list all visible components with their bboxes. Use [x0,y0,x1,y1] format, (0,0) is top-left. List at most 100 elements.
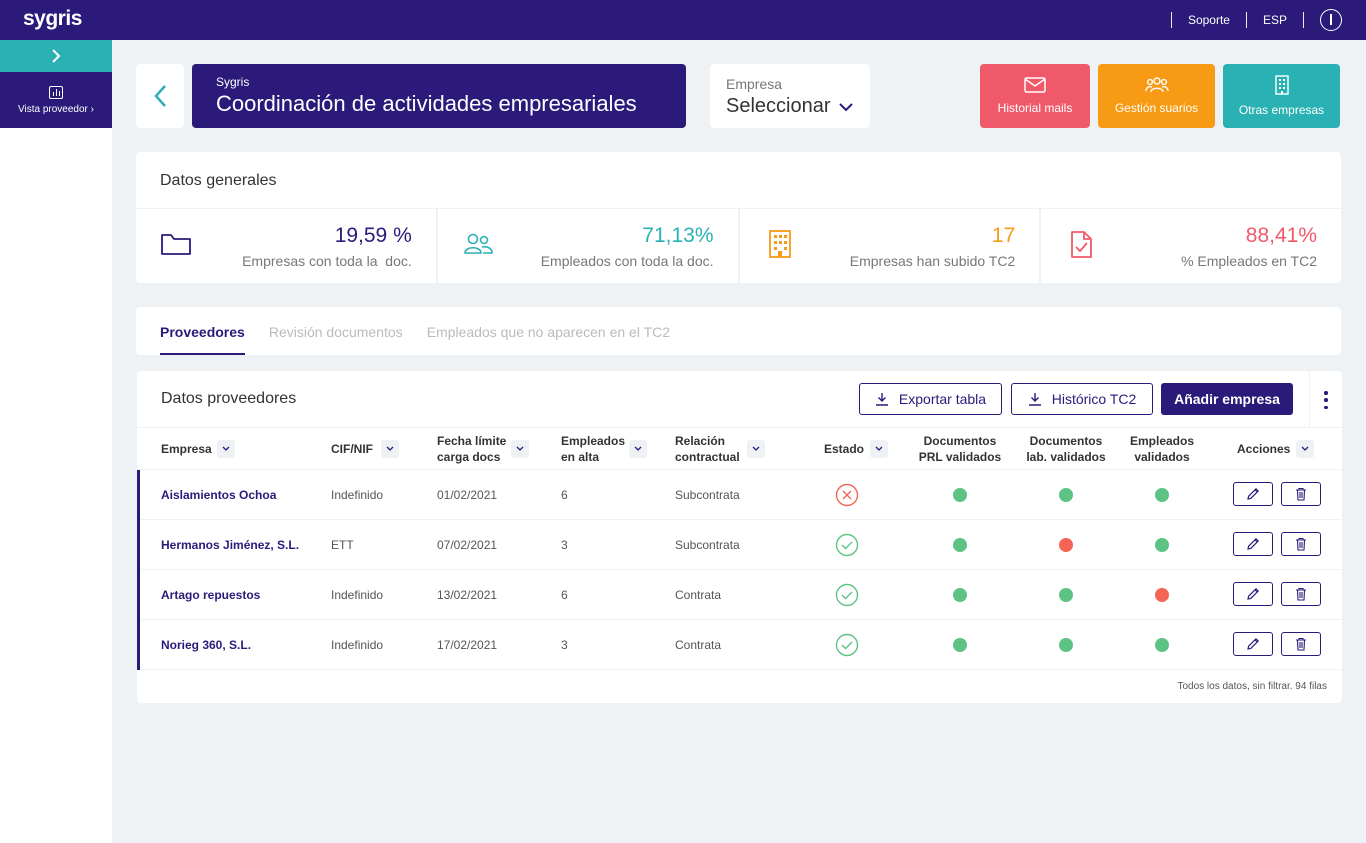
chevron-left-icon [154,85,166,107]
cell-relacion: Contrata [675,588,722,602]
building-icon [768,230,791,258]
support-link[interactable]: Soporte [1187,13,1230,27]
chevron-down-icon[interactable] [629,440,647,458]
historial-mails-button[interactable]: Historial mails [980,64,1090,128]
status-dot-prl [953,570,967,620]
otras-empresas-button[interactable]: Otras empresas [1223,64,1340,128]
trash-icon [1296,637,1306,651]
chevron-right-icon [52,49,61,63]
sidebar-toggle-button[interactable] [0,40,112,72]
folder-icon [161,234,191,255]
stat-empresas-tc2: 17 Empresas han subido TC2 [740,209,1042,283]
gestion-usuarios-label: Gestión suarios [1114,101,1199,115]
stat-value: 71,13% [642,224,714,247]
stat-label: Empleados con toda la doc. [540,253,714,269]
table-row[interactable]: Aislamientos Ochoa Indefinido 01/02/2021… [137,470,1342,520]
cell-empresa[interactable]: Norieg 360, S.L. [161,638,252,652]
download-icon [1028,393,1041,406]
delete-button[interactable] [1281,482,1321,506]
pencil-icon [1247,637,1260,650]
table-footer-note: Todos los datos, sin filtrar. 94 filas [1177,681,1327,692]
column-header-acciones[interactable]: Acciones [1237,428,1337,470]
cell-empleados: 3 [561,538,568,552]
chevron-down-icon[interactable] [217,440,235,458]
status-dot-lab [1059,620,1073,670]
cell-fecha: 17/02/2021 [437,638,498,652]
column-header-empleados[interactable]: Empleados en alta [561,428,661,470]
cell-empresa[interactable]: Artago repuestos [161,588,261,602]
stat-label: Empresas con toda la doc. [242,253,412,269]
page-subtitle: Sygris [216,75,250,89]
edit-button[interactable] [1233,482,1273,506]
edit-button[interactable] [1233,582,1273,606]
chevron-down-icon[interactable] [381,440,399,458]
trash-icon [1296,587,1306,601]
users-icon [1144,77,1169,93]
more-options-icon[interactable] [1324,391,1328,409]
edit-button[interactable] [1233,632,1273,656]
chevron-down-icon[interactable] [870,440,888,458]
table-row[interactable]: Norieg 360, S.L. Indefinido 17/02/2021 3… [137,620,1342,670]
status-error-icon [835,470,859,520]
empresa-value: Seleccionar [726,95,854,118]
export-table-button[interactable]: Exportar tabla [859,383,1002,415]
chevron-down-icon[interactable] [1296,440,1314,458]
column-header-fecha[interactable]: Fecha límite carga docs [437,428,547,470]
status-dot-empleados [1155,570,1169,620]
sidebar-item-vista-proveedor[interactable]: Vista proveedor › [0,72,112,128]
pencil-icon [1247,537,1260,550]
gestion-usuarios-button[interactable]: Gestión suarios [1098,64,1215,128]
proveedores-table-card: Datos proveedores Exportar tabla Históri… [137,371,1342,703]
language-selector[interactable]: ESP [1262,13,1287,27]
logo[interactable]: sygris [23,7,82,30]
tab-proveedores[interactable]: Proveedores [160,307,245,355]
table-row[interactable]: Artago repuestos Indefinido 13/02/2021 6… [137,570,1342,620]
building-icon [1274,75,1289,95]
column-header-empresa[interactable]: Empresa [161,428,281,470]
cell-relacion: Subcontrata [675,538,740,552]
cell-empleados: 6 [561,488,568,502]
trash-icon [1296,487,1306,501]
sidebar: Vista proveedor › [0,40,112,843]
stat-empleados-doc: 71,13% Empleados con toda la doc. [438,209,740,283]
tab-revision-documentos[interactable]: Revisión documentos [268,324,403,340]
table-title: Datos proveedores [161,390,297,407]
chevron-down-icon[interactable] [511,440,529,458]
cell-cif: Indefinido [331,588,384,602]
pencil-icon [1247,487,1260,500]
tab-empleados-no-tc2[interactable]: Empleados que no aparecen en el TC2 [426,324,671,340]
otras-empresas-label: Otras empresas [1238,103,1325,117]
delete-button[interactable] [1281,532,1321,556]
column-header-cif[interactable]: CIF/NIF [331,428,431,470]
status-ok-icon [835,520,859,570]
users-icon [463,233,493,254]
delete-button[interactable] [1281,632,1321,656]
back-button[interactable] [136,64,184,128]
status-ok-icon [835,620,859,670]
sidebar-item-label: Vista proveedor › [18,103,94,115]
empresa-select[interactable]: Empresa Seleccionar [710,64,870,128]
stats-row: 19,59 % Empresas con toda la doc. 71,13%… [136,209,1341,283]
cell-fecha: 07/02/2021 [437,538,498,552]
power-icon[interactable] [1320,9,1342,31]
cell-empresa[interactable]: Hermanos Jiménez, S.L. [161,538,300,552]
stat-label: Empresas han subido TC2 [849,253,1016,269]
checked-document-icon [1071,231,1093,258]
top-bar: sygris Soporte ESP [0,0,1366,40]
chevron-down-icon [838,102,853,111]
delete-button[interactable] [1281,582,1321,606]
cell-empresa[interactable]: Aislamientos Ochoa [161,488,277,502]
export-table-label: Exportar tabla [898,391,987,407]
historico-tc2-button[interactable]: Histórico TC2 [1011,383,1153,415]
chevron-down-icon[interactable] [747,440,765,458]
general-title: Datos generales [136,152,1341,209]
edit-button[interactable] [1233,532,1273,556]
table-row[interactable]: Hermanos Jiménez, S.L. ETT 07/02/2021 3 … [137,520,1342,570]
column-header-estado[interactable]: Estado [824,428,894,470]
column-header-empleados-validados: Empleados validados [1129,434,1195,464]
stat-empleados-tc2: 88,41% % Empleados en TC2 [1041,209,1341,283]
column-header-relacion[interactable]: Relación contractual [675,428,775,470]
chart-icon [49,85,63,99]
add-company-button[interactable]: Añadir empresa [1161,383,1293,415]
status-dot-empleados [1155,520,1169,570]
